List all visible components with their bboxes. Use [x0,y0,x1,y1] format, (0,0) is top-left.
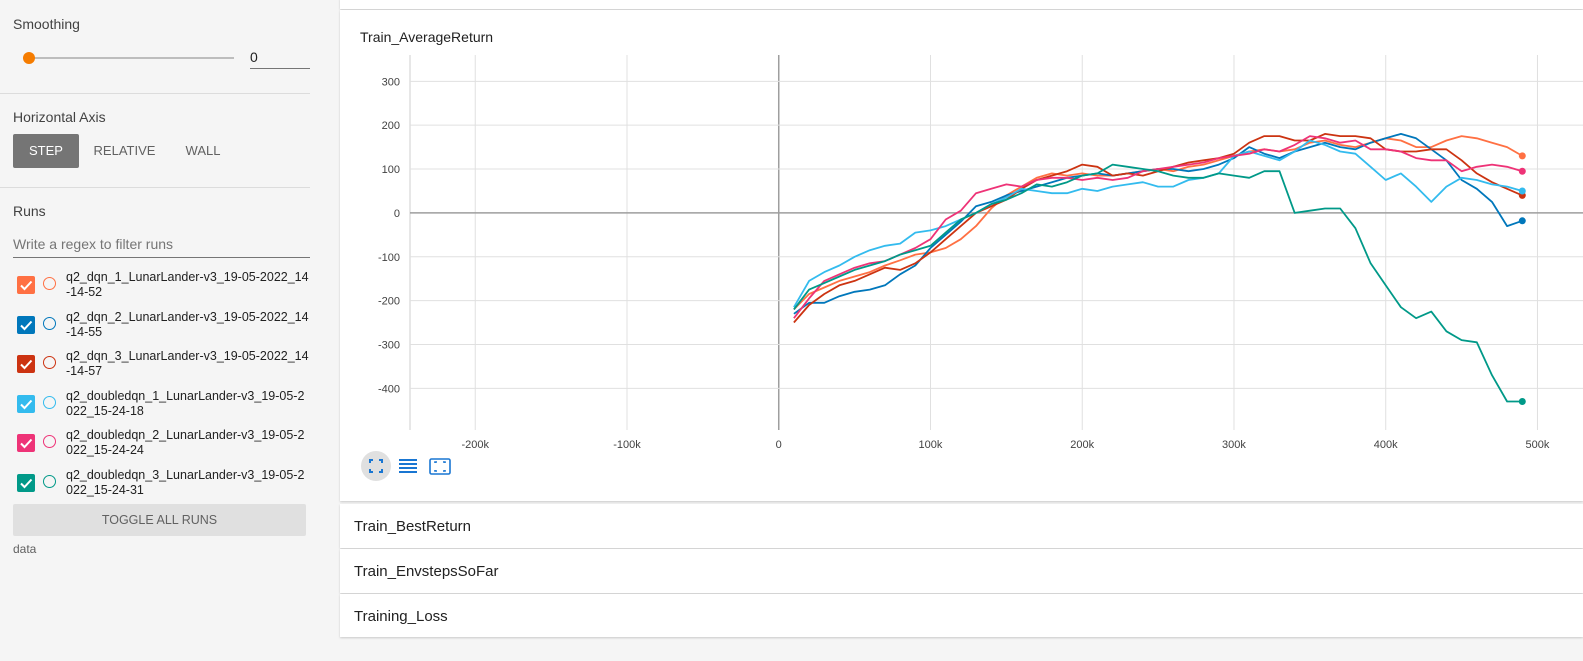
chart-card-title: Train_AverageReturn [360,29,494,45]
run-checkbox[interactable] [17,276,35,294]
list-lines-icon [399,459,417,473]
smoothing-slider-thumb[interactable] [23,52,35,64]
series-line [793,133,1523,315]
checkmark-icon [20,478,33,489]
run-color-circle-icon[interactable] [43,316,56,330]
run-color-circle-icon[interactable] [43,277,56,290]
chart-card: Train_AverageReturn -200k -100k 0 100k 200k 3… [340,10,1583,501]
fit-domain-button[interactable] [425,451,455,481]
run-label: q2_doubledqn_3_LunarLander-v3_19-05-2022… [66,468,305,497]
series-line [793,135,1523,311]
run-label: q2_dqn_2_LunarLander-v3_19-05-2022_14-14… [66,309,309,339]
card-train-bestreturn[interactable]: Train_BestReturn [340,504,1583,548]
fit-to-data-icon [429,458,451,475]
series-endpoint [1518,152,1526,160]
card-title: Training_Loss [354,608,448,625]
run-color-circle-icon[interactable] [43,435,56,449]
y-tick-label: -100 [378,252,400,264]
y-tick-label: -200 [378,296,400,308]
checkmark-icon [20,360,33,370]
series-line [793,133,1523,324]
y-tick-label: -400 [378,383,400,395]
x-tick-label: 100k [919,439,943,451]
run-item[interactable]: q2_doubledqn_3_LunarLander-v3_19-05-2022… [13,468,313,505]
run-label: q2_dqn_1_LunarLander-v3_19-05-2022_14-14… [66,270,309,299]
checkmark-icon [20,320,33,331]
run-label: q2_doubledqn_2_LunarLander-v3_19-05-2022… [66,428,305,458]
run-color-circle-icon[interactable] [43,356,56,370]
toggle-all-runs-button[interactable]: TOGGLE ALL RUNS [13,504,306,536]
y-tick-label: 200 [382,120,400,132]
card-training-loss[interactable]: Training_Loss [340,594,1583,637]
line-chart[interactable]: -200k -100k 0 100k 200k 300k 400k 500k 300 200 100… [340,10,1583,501]
x-tick-label: 200k [1070,439,1094,451]
divider [0,187,310,188]
axis-relative-button[interactable]: RELATIVE [93,143,156,158]
run-item[interactable]: q2_dqn_2_LunarLander-v3_19-05-2022_14-14… [13,309,313,347]
y-tick-label: -300 [378,339,400,351]
x-tick-label: 400k [1374,439,1398,451]
card-title: Train_EnvstepsSoFar [354,563,499,580]
series-endpoint [1518,167,1526,175]
x-tick-label: 500k [1526,439,1550,451]
series-line [793,163,1523,403]
runs-filter-input[interactable]: Write a regex to filter runs [13,233,310,258]
x-tick-label: 0 [776,439,782,451]
y-tick-label: 300 [382,76,400,88]
y-tick-label: 100 [382,164,400,176]
runs-title: Runs [13,203,46,219]
data-dir-label: data [13,542,37,556]
x-tick-label: -100k [613,439,641,451]
series-endpoint [1518,217,1526,225]
series-endpoint [1518,397,1526,405]
series-line [793,139,1523,308]
main-panel: Train_AverageReturn -200k -100k 0 100k 200k 3… [340,0,1583,661]
horizontal-axis-title: Horizontal Axis [13,109,106,125]
sidebar: Smoothing 0 Horizontal Axis STEP RELATIV… [0,0,313,661]
run-checkbox[interactable] [17,434,35,453]
run-color-circle-icon[interactable] [43,395,56,409]
run-checkbox[interactable] [17,474,35,492]
toggle-y-log-button[interactable] [393,451,423,481]
checkmark-icon [20,399,33,410]
card-title: Train_BestReturn [354,518,471,535]
fullscreen-icon [369,459,383,473]
series-line [793,135,1523,319]
card-train-envstepssofar[interactable]: Train_EnvstepsSoFar [340,549,1583,593]
run-label: q2_doubledqn_1_LunarLander-v3_19-05-2022… [66,388,305,418]
run-label: q2_dqn_3_LunarLander-v3_19-05-2022_14-14… [66,349,309,379]
run-item[interactable]: q2_dqn_1_LunarLander-v3_19-05-2022_14-14… [13,270,313,307]
run-checkbox[interactable] [17,315,35,334]
checkmark-icon [20,439,33,449]
fullscreen-button[interactable] [361,451,391,481]
axis-step-button[interactable]: STEP [13,134,79,168]
series-endpoint [1518,187,1526,195]
top-card-edge [340,0,1583,9]
run-checkbox[interactable] [17,394,35,413]
axis-wall-button[interactable]: WALL [185,143,221,158]
y-tick-label: 0 [394,208,400,220]
run-color-circle-icon[interactable] [43,475,56,488]
run-item[interactable]: q2_dqn_3_LunarLander-v3_19-05-2022_14-14… [13,349,313,386]
x-tick-label: 300k [1222,439,1246,451]
smoothing-title: Smoothing [13,16,80,32]
x-tick-label: -200k [461,439,489,451]
smoothing-slider-track[interactable] [29,57,234,59]
run-item[interactable]: q2_doubledqn_1_LunarLander-v3_19-05-2022… [13,388,313,426]
divider [0,93,310,94]
run-item[interactable]: q2_doubledqn_2_LunarLander-v3_19-05-2022… [13,428,313,465]
run-checkbox[interactable] [17,355,35,374]
checkmark-icon [20,280,33,291]
smoothing-value-input[interactable]: 0 [250,46,310,69]
